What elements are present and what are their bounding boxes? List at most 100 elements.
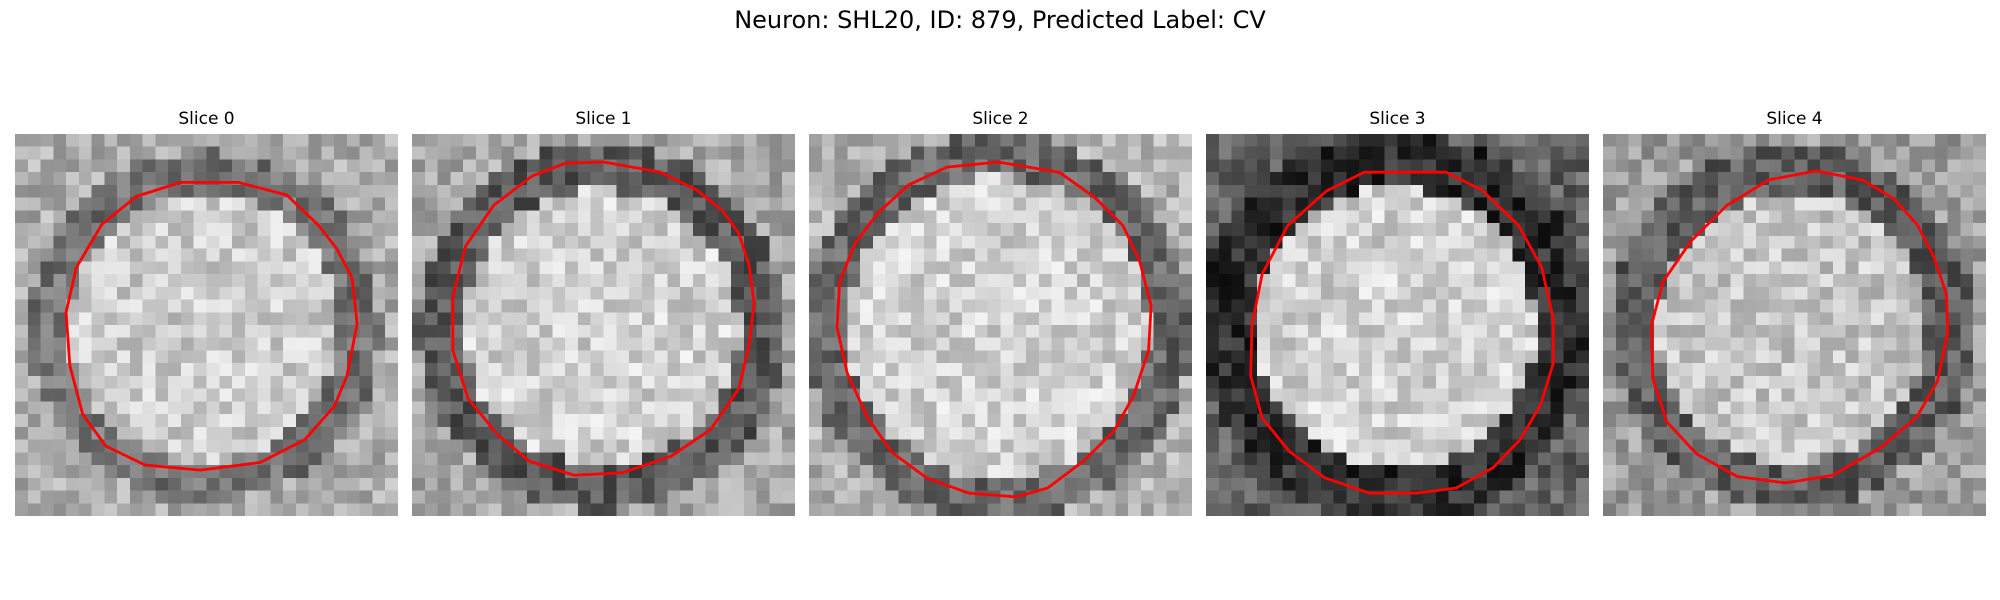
pixel xyxy=(1743,197,1757,211)
pixel xyxy=(1218,286,1232,300)
pixel xyxy=(1679,363,1693,377)
pixel xyxy=(1576,465,1589,479)
pixel xyxy=(1269,274,1283,288)
pixel xyxy=(1717,134,1731,147)
pixel xyxy=(616,350,630,364)
pixel xyxy=(962,235,976,249)
pixel xyxy=(1308,146,1322,160)
pixel xyxy=(1960,274,1974,288)
pixel xyxy=(1692,363,1706,377)
pixel xyxy=(1525,159,1539,173)
pixel xyxy=(539,172,553,186)
pixel xyxy=(1384,172,1398,186)
pixel xyxy=(1486,210,1500,224)
pixel xyxy=(1371,184,1385,198)
pixel xyxy=(923,375,937,389)
pixel xyxy=(821,503,835,516)
pixel xyxy=(641,325,655,338)
pixel xyxy=(1269,337,1283,351)
pixel xyxy=(590,210,604,224)
pixel xyxy=(27,235,41,249)
pixel xyxy=(782,388,795,402)
pixel xyxy=(949,248,963,262)
pixel xyxy=(731,350,745,364)
pixel xyxy=(91,172,105,186)
pixel xyxy=(1486,503,1500,516)
pixel xyxy=(949,490,963,504)
pixel xyxy=(1603,286,1617,300)
pixel xyxy=(1525,146,1539,160)
pixel xyxy=(1089,312,1103,326)
pixel xyxy=(1179,172,1192,186)
pixel xyxy=(769,465,783,479)
pixel xyxy=(359,299,373,313)
pixel xyxy=(1384,210,1398,224)
pixel xyxy=(488,465,502,479)
pixel xyxy=(1563,503,1577,516)
pixel xyxy=(1206,350,1220,364)
pixel xyxy=(1038,490,1052,504)
pixel xyxy=(437,146,451,160)
pixel xyxy=(232,223,246,237)
pixel xyxy=(1717,274,1731,288)
pixel xyxy=(1244,414,1258,428)
pixel xyxy=(923,184,937,198)
pixel xyxy=(501,184,515,198)
pixel xyxy=(1883,452,1897,466)
pixel xyxy=(1140,235,1154,249)
pixel xyxy=(898,274,912,288)
pixel xyxy=(475,477,489,491)
pixel xyxy=(1947,414,1961,428)
pixel xyxy=(295,184,309,198)
pixel xyxy=(437,134,451,147)
pixel xyxy=(1026,299,1040,313)
pixel xyxy=(270,325,284,338)
pixel xyxy=(1423,146,1437,160)
pixel xyxy=(1359,426,1373,440)
pixel xyxy=(1128,401,1142,415)
pixel xyxy=(219,223,233,237)
pixel xyxy=(475,388,489,402)
pixel xyxy=(834,439,848,453)
pixel xyxy=(27,312,41,326)
pixel xyxy=(450,223,464,237)
pixel xyxy=(91,503,105,516)
pixel xyxy=(1179,223,1192,237)
pixel xyxy=(1692,299,1706,313)
pixel xyxy=(1781,350,1795,364)
pixel xyxy=(847,503,861,516)
pixel xyxy=(1820,286,1834,300)
pixel xyxy=(155,299,169,313)
pixel xyxy=(1359,197,1373,211)
pixel xyxy=(1947,223,1961,237)
pixel xyxy=(1166,172,1180,186)
pixel xyxy=(219,312,233,326)
pixel xyxy=(1820,439,1834,453)
pixel xyxy=(1410,477,1424,491)
pixel xyxy=(1807,325,1821,338)
pixel xyxy=(1525,274,1539,288)
pixel xyxy=(667,146,681,160)
pixel xyxy=(949,299,963,313)
pixel xyxy=(603,312,617,326)
pixel xyxy=(463,223,477,237)
pixel xyxy=(424,325,438,338)
pixel xyxy=(219,350,233,364)
pixel xyxy=(91,452,105,466)
pixel xyxy=(1115,337,1129,351)
pixel xyxy=(78,197,92,211)
pixel xyxy=(1563,261,1577,275)
pixel xyxy=(501,325,515,338)
pixel xyxy=(1973,274,1986,288)
pixel xyxy=(1038,184,1052,198)
pixel xyxy=(692,197,706,211)
pixel xyxy=(1909,363,1923,377)
pixel xyxy=(782,159,795,173)
pixel xyxy=(1845,197,1859,211)
pixel xyxy=(15,134,29,147)
pixel xyxy=(219,426,233,440)
pixel xyxy=(1679,146,1693,160)
pixel xyxy=(321,337,335,351)
pixel xyxy=(1550,477,1564,491)
pixel xyxy=(129,439,143,453)
